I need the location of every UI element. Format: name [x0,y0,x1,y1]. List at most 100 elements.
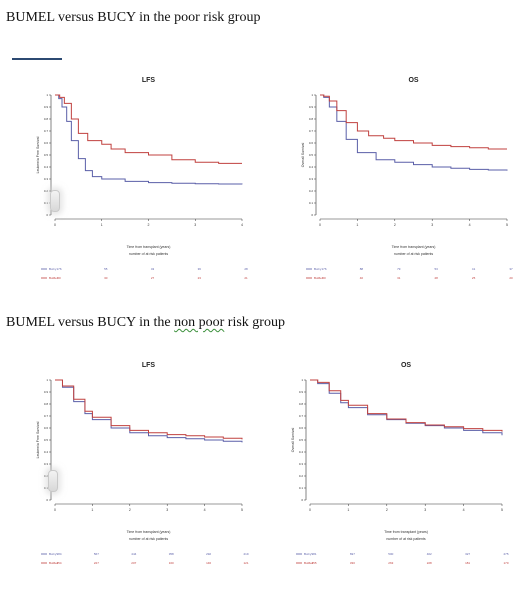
y-tick-label: 0.2 [44,189,49,193]
risk-table-caption: number of at risk patients [386,537,426,541]
y-tick-label: 0.1 [299,486,304,490]
risk-legend-label: BuMel [49,561,58,565]
x-axis-label: Time from transplant (years) [392,245,436,249]
y-tick-label: 0.3 [299,462,304,466]
x-tick-label: 0 [309,508,311,512]
scroll-handle-icon[interactable] [48,470,58,492]
chart-lfs-non-poor-risk: LFS Leukemia Free Survival 0 0.1 0.2 0.3 0.4 0.… [30,355,250,580]
risk-count: 60 [57,276,61,280]
series-line-bumel [310,379,503,432]
y-tick-label: 0.9 [309,105,314,109]
y-tick-label: 0.9 [299,390,304,394]
x-axis-label: Time from transplant (years) [384,530,428,534]
risk-count: 27 [151,276,155,280]
section-title-poor-risk: BUMEL versus BUCY in the poor risk group [6,10,261,25]
y-tick-label: 1 [311,93,313,97]
risk-count: 454 [56,561,61,565]
x-tick-label: 1 [101,223,103,227]
chart-os-non-poor-risk: OS Overall Survival 0 0.1 0.2 0.3 0.4 0.5 0.6 0.7… [285,355,510,580]
y-tick-label: 0.6 [309,141,314,145]
y-tick-label: 0.6 [44,426,49,430]
risk-count: 20 [509,276,513,280]
y-tick-label: 0.1 [309,201,314,205]
risk-table-caption: number of at risk patients [394,252,434,256]
x-tick-label: 0 [319,223,321,227]
y-tick-label: 0.5 [299,438,304,442]
scroll-handle-icon[interactable] [50,190,60,212]
risk-table-caption: number of at risk patients [129,537,169,541]
x-tick-label: 2 [394,223,396,227]
x-tick-label: 4 [204,508,206,512]
risk-count: 358 [169,552,174,556]
y-tick-label: 0.7 [309,129,314,133]
risk-count: 170 [503,561,508,565]
x-tick-label: 0 [54,508,56,512]
risk-legend-label: BuMel [314,276,323,280]
risk-count: 444 [131,552,136,556]
risk-count: 37 [509,267,513,271]
x-tick-label: 4 [463,508,465,512]
chart-os-non-poor-risk-svg: OS Overall Survival 0 0.1 0.2 0.3 0.4 0.5 0.6 0.7… [291,362,509,565]
y-tick-label: 0.4 [309,165,314,169]
y-tick-label: 1 [46,378,48,382]
risk-count: 697 [350,552,355,556]
y-tick-label: 0.3 [44,462,49,466]
risk-count: 28 [435,276,439,280]
x-tick-label: 5 [506,223,508,227]
series-line-bumel [320,94,507,150]
x-tick-label: 3 [431,223,433,227]
risk-count: 207 [131,561,136,565]
risk-count: 31 [397,276,401,280]
risk-count: 25 [472,276,476,280]
y-tick-label: 0.1 [44,486,49,490]
x-tick-label: 3 [166,508,168,512]
chart-title: OS [408,77,418,84]
risk-count: 176 [56,267,61,271]
x-tick-label: 4 [241,223,243,227]
y-tick-label: 0.4 [299,450,304,454]
y-tick-label: 0.7 [44,414,49,418]
chart-lfs-poor-risk-svg: LFS Leukemia Free Survival 0 0.1 0.2 0.3 0.4 0.… [36,77,248,280]
risk-count: 43 [151,267,155,271]
risk-count: 146 [206,561,211,565]
series-line-bucy [55,94,243,185]
chart-os-poor-risk: OS Overall Survival 0 0.1 0.2 0.3 0.4 0.5 0.6 0.7… [295,70,515,295]
y-tick-label: 0.4 [44,450,49,454]
y-tick-label: 0.1 [44,201,49,205]
chart-lfs-non-poor-risk-svg: LFS Leukemia Free Survival 0 0.1 0.2 0.3 0.4 0.… [36,362,249,565]
chart-os-poor-risk-svg: OS Overall Survival 0 0.1 0.2 0.3 0.4 0.5 0.6 0.7… [301,77,513,280]
decorative-rule [12,58,62,60]
risk-legend-label: BuCy [304,552,312,556]
y-axis-label: Overall Survival [301,143,305,168]
y-tick-label: 0 [46,498,48,502]
risk-count: 330 [350,561,355,565]
risk-count: 984 [56,552,61,556]
x-tick-label: 3 [424,508,426,512]
risk-count: 263 [388,561,393,565]
y-tick-label: 0.9 [44,105,49,109]
y-axis-label: Overall Survival [291,428,295,453]
x-tick-label: 2 [148,223,150,227]
risk-count: 292 [206,552,211,556]
y-tick-label: 0.2 [44,474,49,478]
series-line-bucy [310,379,503,436]
series-line-bucy [320,94,508,171]
risk-legend-label: BuCy [49,552,57,556]
y-tick-label: 0.8 [299,402,304,406]
y-tick-label: 0.4 [44,165,49,169]
risk-legend-label: BuMel [304,561,313,565]
risk-count: 28 [244,267,248,271]
risk-count: 121 [243,561,248,565]
y-tick-label: 0.8 [44,117,49,121]
risk-count: 219 [243,552,248,556]
x-tick-label: 0 [54,223,56,227]
risk-count: 60 [322,276,326,280]
x-tick-label: 2 [129,508,131,512]
risk-count: 55 [104,267,108,271]
risk-count: 79 [397,267,401,271]
x-axis-label: Time from transplant (years) [127,530,171,534]
series-line-bumel [55,379,243,440]
y-tick-label: 0.2 [299,474,304,478]
series-line-bucy [55,379,243,443]
chart-title: OS [401,362,411,369]
